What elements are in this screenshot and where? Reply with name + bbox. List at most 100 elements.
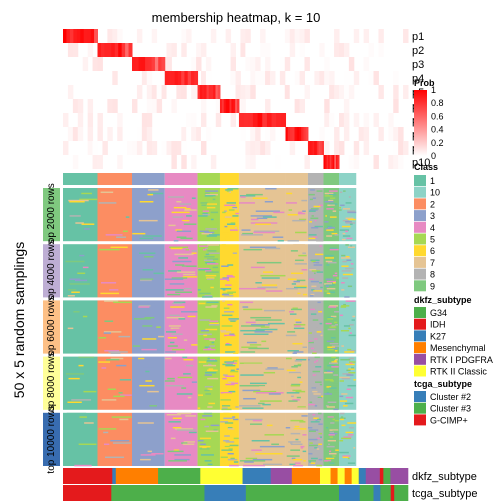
membership-cell: [171, 43, 177, 57]
heatmap-noise: [220, 399, 231, 401]
heatmap-noise: [314, 338, 318, 340]
membership-cell: [339, 85, 345, 99]
membership-row-label: p1: [412, 31, 424, 43]
heatmap-noise: [221, 408, 232, 411]
heatmap-noise: [325, 405, 329, 407]
heatmap-noise: [182, 443, 195, 446]
heatmap-noise: [191, 197, 196, 199]
heatmap-noise: [202, 212, 208, 215]
membership-cell: [265, 127, 271, 141]
dkfz-subtype-segment: [270, 468, 293, 484]
heatmap-noise: [167, 293, 181, 296]
membership-cell: [112, 71, 118, 85]
membership-cell: [127, 141, 133, 155]
heatmap-noise: [325, 215, 327, 217]
heatmap-noise: [225, 344, 232, 346]
membership-cell: [151, 29, 158, 43]
heatmap-noise: [227, 188, 239, 190]
heatmap-noise: [168, 460, 187, 462]
heatmap-noise: [241, 346, 258, 348]
heatmap-noise: [347, 211, 357, 214]
heatmap-noise: [164, 380, 175, 382]
heatmap-noise: [222, 289, 226, 291]
heatmap-noise: [308, 278, 315, 280]
heatmap-noise: [309, 295, 314, 297]
membership-cell: [87, 141, 94, 155]
heatmap-noise: [230, 457, 235, 460]
heatmap-noise: [205, 430, 219, 433]
membership-cell: [334, 43, 340, 57]
heatmap-noise: [173, 301, 186, 304]
heatmap-noise: [341, 282, 345, 284]
membership-cell: [72, 155, 79, 169]
heatmap-noise: [334, 321, 338, 324]
heatmap-noise: [326, 292, 331, 295]
membership-cell: [304, 85, 310, 99]
heatmap-noise: [205, 270, 212, 272]
heatmap-noise: [108, 351, 128, 353]
membership-cell: [111, 43, 116, 57]
membership-cell: [265, 99, 271, 113]
membership-cell: [276, 113, 282, 127]
heatmap-noise: [220, 421, 229, 423]
heatmap-noise: [298, 218, 307, 221]
membership-cell: [92, 155, 98, 169]
class-bar-segment: [164, 173, 198, 185]
heatmap-noise: [207, 258, 219, 260]
membership-cell: [245, 29, 251, 43]
membership-cell: [191, 85, 197, 99]
membership-cell: [73, 29, 78, 43]
heatmap-noise: [208, 252, 220, 254]
heatmap-noise: [206, 278, 215, 280]
heatmap-noise: [327, 346, 336, 348]
heatmap-noise: [342, 456, 349, 459]
dkfz-legend-label: IDH: [430, 320, 446, 330]
heatmap-noise: [265, 188, 277, 190]
heatmap-noise: [289, 313, 297, 315]
membership-cell: [191, 57, 197, 71]
heatmap-noise: [185, 208, 191, 210]
heatmap-noise: [308, 403, 316, 406]
membership-cell: [199, 85, 203, 99]
heatmap-noise: [125, 216, 130, 218]
heatmap-noise: [243, 363, 263, 366]
heatmap-noise: [246, 193, 263, 196]
heatmap-noise: [314, 252, 324, 254]
heatmap-noise: [223, 307, 230, 309]
heatmap-noise: [315, 381, 322, 383]
heatmap-noise: [230, 394, 236, 396]
heatmap-noise: [348, 434, 354, 436]
heatmap-noise: [339, 451, 349, 454]
heatmap-noise: [339, 191, 343, 194]
heatmap-noise: [331, 325, 336, 327]
heatmap-noise: [199, 292, 211, 295]
heatmap-noise: [226, 274, 233, 277]
heatmap-noise: [139, 252, 156, 254]
heatmap-noise: [332, 282, 336, 284]
heatmap-block: [307, 356, 324, 410]
heatmap-noise: [84, 422, 94, 424]
heatmap-noise: [297, 407, 308, 409]
heatmap-noise: [174, 458, 190, 461]
membership-cell: [334, 127, 340, 141]
heatmap-noise: [329, 190, 338, 192]
class-legend-swatch: [414, 280, 426, 292]
membership-cell: [156, 85, 163, 99]
heatmap-noise: [110, 246, 128, 249]
heatmap-noise: [324, 379, 334, 381]
heatmap-noise: [169, 314, 180, 317]
heatmap-noise: [175, 229, 183, 231]
membership-cell: [77, 127, 84, 141]
heatmap-noise: [245, 418, 263, 421]
membership-cell: [332, 155, 335, 169]
tcga-subtype-segment: [245, 485, 340, 501]
class-legend-label: 9: [430, 281, 435, 291]
heatmap-noise: [268, 205, 286, 208]
heatmap-noise: [297, 413, 301, 416]
heatmap-noise: [184, 303, 188, 306]
membership-cell: [343, 99, 350, 113]
heatmap-noise: [209, 322, 220, 325]
heatmap-noise: [223, 417, 234, 420]
heatmap-noise: [139, 279, 152, 282]
heatmap-noise: [262, 216, 277, 218]
